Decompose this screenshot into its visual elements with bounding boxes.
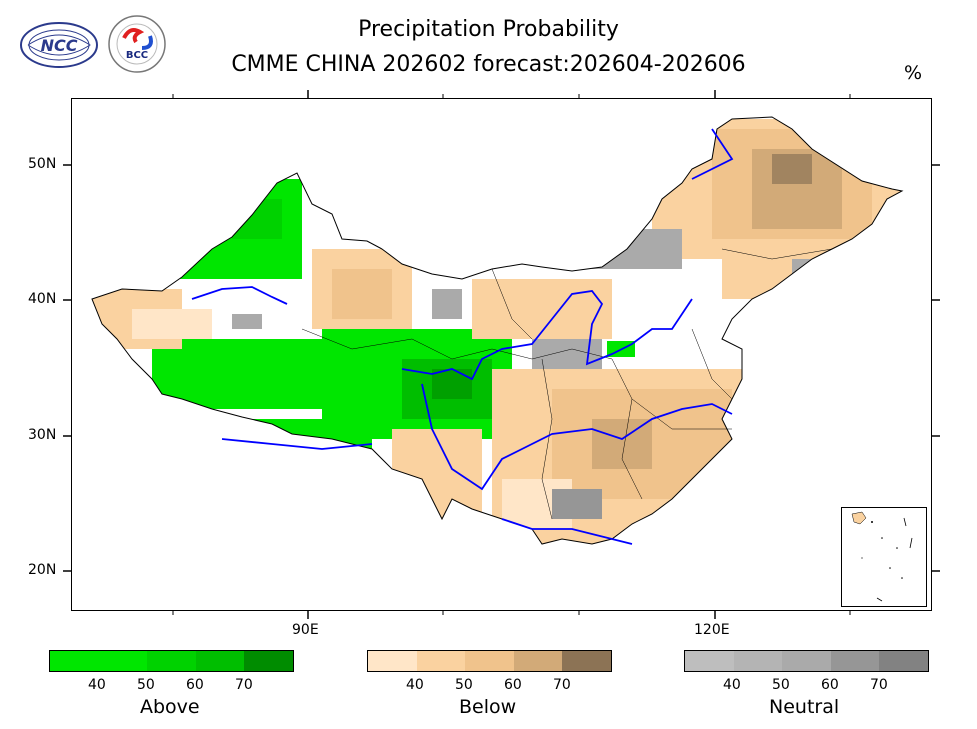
lon-label-120e: 120E — [694, 622, 730, 638]
below-swatch-3 — [465, 651, 514, 671]
lat-label-40n: 40N — [28, 291, 57, 307]
above-tick-60: 60 — [186, 677, 204, 693]
china-map — [91, 116, 903, 545]
below-tick-50: 50 — [455, 677, 473, 693]
lon-label-90e: 90E — [292, 622, 319, 638]
map-panel — [71, 98, 932, 611]
below-colorbar — [367, 650, 612, 672]
above-swatch-5 — [244, 651, 293, 671]
neutral-tick-70: 70 — [870, 677, 888, 693]
map-subtitle: CMME CHINA 202602 forecast:202604-202606 — [231, 52, 746, 77]
bcc-logo-text: BCC — [126, 50, 148, 61]
above-tick-40: 40 — [88, 677, 106, 693]
south-china-sea-inset — [841, 507, 927, 607]
neutral-tick-50: 50 — [772, 677, 790, 693]
ncc-logo: NCC — [20, 22, 98, 68]
map-title: Precipitation Probability — [358, 17, 619, 42]
neutral-tick-40: 40 — [723, 677, 741, 693]
above-tick-50: 50 — [137, 677, 155, 693]
below-tick-40: 40 — [406, 677, 424, 693]
province-borders — [301, 248, 833, 520]
above-swatch-2 — [98, 651, 148, 671]
neutral-swatch-3 — [782, 651, 831, 671]
above-tick-70: 70 — [235, 677, 253, 693]
below-swatch-2 — [416, 651, 466, 671]
ncc-logo-text: NCC — [41, 36, 78, 55]
above-legend-label: Above — [140, 696, 200, 718]
below-swatch-1 — [368, 651, 417, 671]
neutral-legend-label: Neutral — [769, 696, 840, 718]
below-swatch-4 — [513, 651, 563, 671]
above-swatch-1 — [50, 651, 99, 671]
neutral-swatch-2 — [733, 651, 783, 671]
lat-label-20n: 20N — [28, 562, 57, 578]
lat-label-30n: 30N — [28, 427, 57, 443]
unit-label: % — [904, 62, 923, 84]
bcc-logo: BCC — [108, 15, 166, 73]
above-colorbar — [49, 650, 294, 672]
neutral-swatch-4 — [830, 651, 880, 671]
neutral-swatch-5 — [879, 651, 928, 671]
below-legend-label: Below — [459, 696, 517, 718]
below-swatch-5 — [562, 651, 611, 671]
below-tick-60: 60 — [504, 677, 522, 693]
lat-label-50n: 50N — [28, 156, 57, 172]
above-swatch-3 — [147, 651, 196, 671]
rivers — [191, 128, 734, 545]
neutral-tick-60: 60 — [821, 677, 839, 693]
neutral-colorbar — [684, 650, 929, 672]
neutral-swatch-1 — [685, 651, 734, 671]
below-tick-70: 70 — [553, 677, 571, 693]
above-swatch-4 — [195, 651, 245, 671]
below-region-west — [92, 249, 612, 349]
